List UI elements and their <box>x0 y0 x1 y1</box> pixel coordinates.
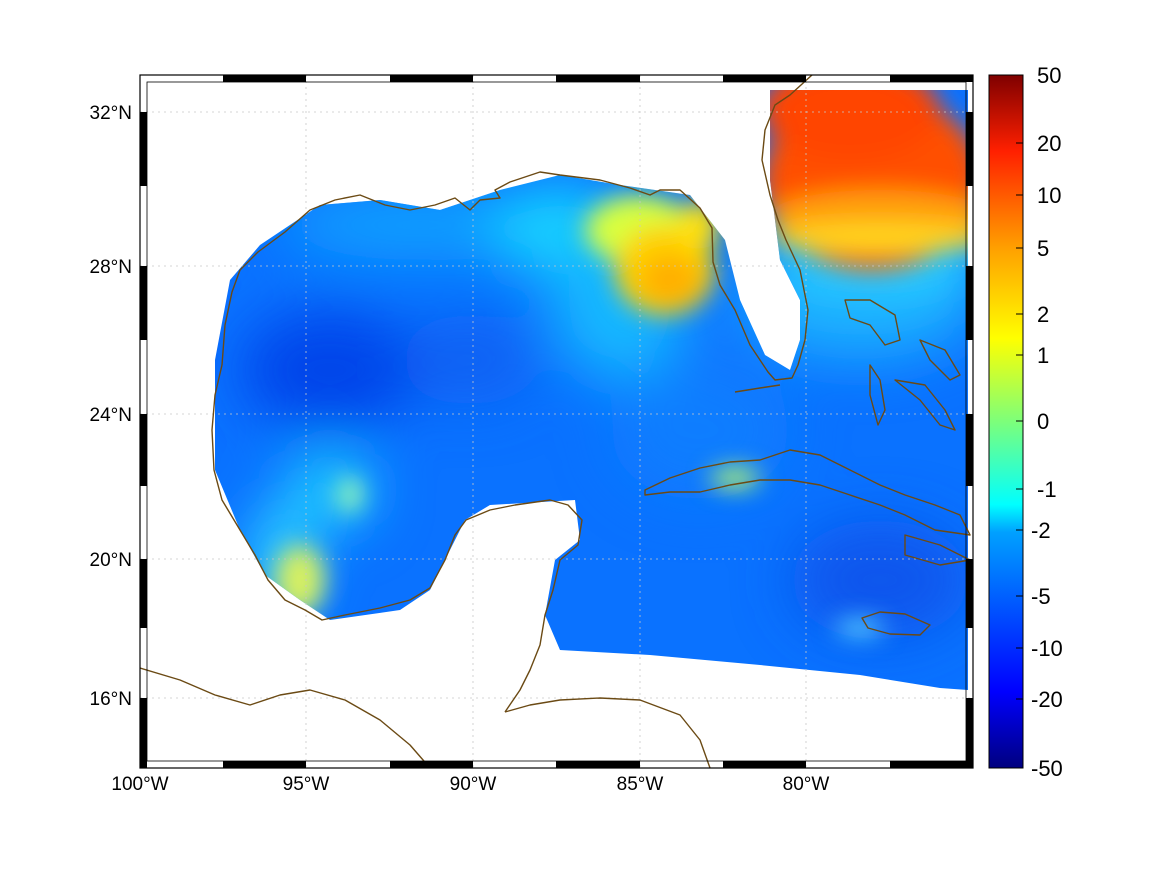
central-america-coast <box>140 667 431 768</box>
colorbar-tick-label: -5 <box>1031 584 1051 609</box>
colorbar-tick-label: -50 <box>1031 756 1063 781</box>
colorbar-tick-label: -1 <box>1037 477 1057 502</box>
colorbar-tick-label: 1 <box>1037 343 1049 368</box>
colorbar-tick-label: 10 <box>1037 183 1061 208</box>
lat-tick-label: 32°N <box>90 103 132 124</box>
colorbar-tick-label: -2 <box>1031 518 1051 543</box>
lon-tick-labels: 100°W 95°W 90°W 85°W 80°W <box>111 774 829 795</box>
lon-tick-label: 90°W <box>450 774 497 795</box>
lat-tick-label: 16°N <box>90 689 132 710</box>
lat-tick-label: 20°N <box>90 550 132 571</box>
colorbar-tick-label: 2 <box>1037 302 1049 327</box>
colorbar: 50 20 10 5 2 1 0 -1 -2 -5 -10 -20 -50 <box>988 63 1063 781</box>
coastlines <box>140 75 971 768</box>
lat-tick-label: 28°N <box>90 257 132 278</box>
hispaniola <box>904 534 971 566</box>
colorbar-tick-label: -20 <box>1031 687 1063 712</box>
florida-keys <box>734 384 781 393</box>
lon-tick-label: 80°W <box>783 774 830 795</box>
bahamas <box>844 299 961 431</box>
colorbar-tick-label: 0 <box>1037 409 1049 434</box>
lon-tick-label: 100°W <box>111 774 168 795</box>
honduras-coast <box>504 697 711 768</box>
mexico-coast <box>211 364 583 713</box>
lon-tick-label: 85°W <box>617 774 664 795</box>
lon-tick-label: 95°W <box>283 774 330 795</box>
us-gulf-coast <box>221 75 813 381</box>
colorbar-tick-label: 5 <box>1037 236 1049 261</box>
graticule <box>140 75 973 768</box>
cuba <box>644 449 971 536</box>
map-frame <box>139 74 974 769</box>
lat-tick-labels: 32°N 28°N 24°N 20°N 16°N <box>90 103 132 710</box>
jamaica <box>861 611 931 636</box>
colorbar-tick-label: 20 <box>1037 131 1061 156</box>
colorbar-tick-label: -10 <box>1031 636 1063 661</box>
lat-tick-label: 24°N <box>90 405 132 426</box>
colorbar-tick-label: 50 <box>1037 63 1061 88</box>
